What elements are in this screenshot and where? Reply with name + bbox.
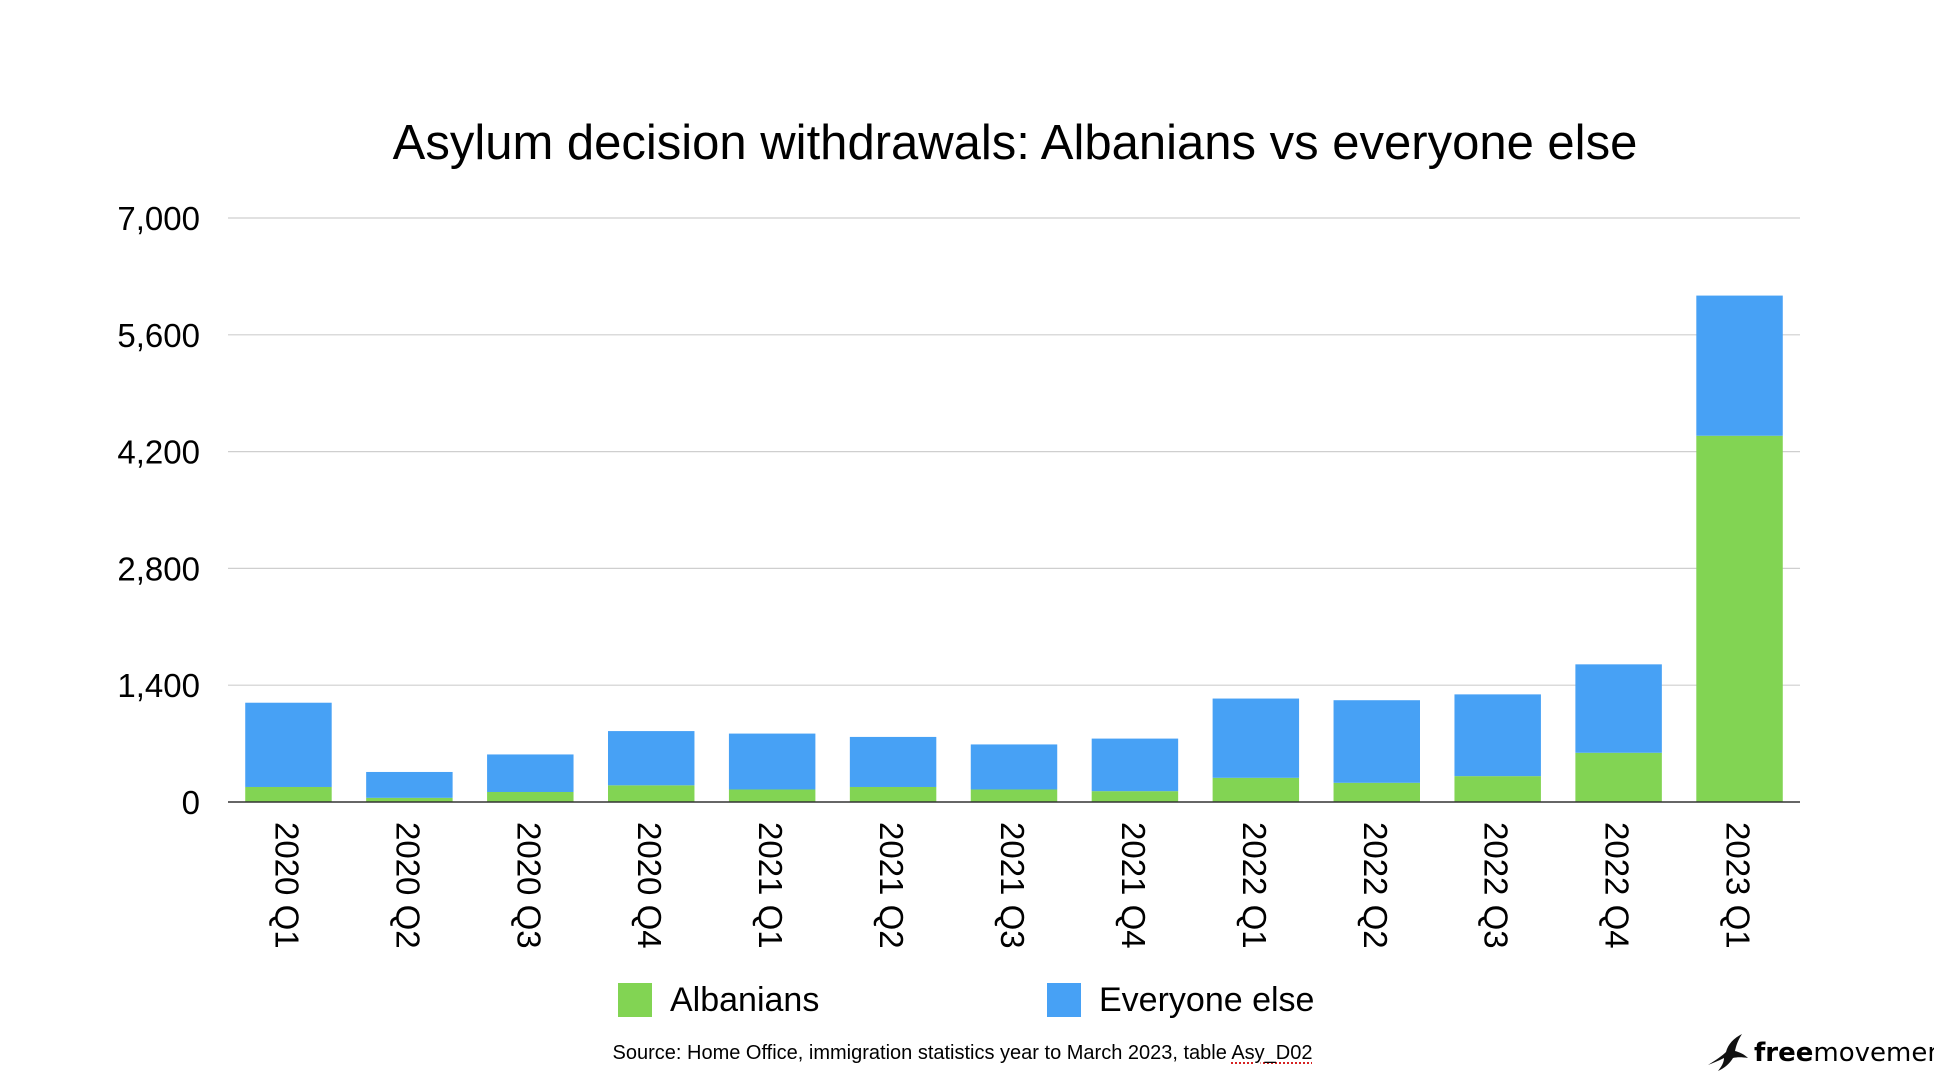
brand-name: freemovement bbox=[1754, 1038, 1934, 1068]
bar-albanians bbox=[487, 791, 574, 802]
legend-item-albanians: Albanians bbox=[618, 980, 819, 1020]
bar-everyone-else bbox=[849, 736, 937, 787]
grid-lines bbox=[228, 217, 1800, 686]
bar-everyone-else bbox=[245, 702, 332, 787]
bar-albanians bbox=[1091, 791, 1179, 802]
bar-albanians bbox=[728, 789, 816, 802]
bar-everyone-else bbox=[1454, 694, 1541, 777]
legend-label-albanians: Albanians bbox=[670, 980, 820, 1019]
x-tick-label: 2022 Q4 bbox=[1599, 822, 1636, 949]
brand-movement: movement bbox=[1813, 1038, 1934, 1068]
bar-albanians bbox=[1454, 776, 1541, 802]
bird-icon bbox=[1708, 1034, 1748, 1071]
bar-albanians bbox=[366, 797, 453, 802]
y-tick-label: 2,800 bbox=[117, 550, 200, 587]
bar-albanians bbox=[970, 789, 1058, 802]
x-tick-label: 2021 Q3 bbox=[994, 822, 1031, 949]
y-tick-label: 1,400 bbox=[117, 667, 200, 704]
y-tick-label: 4,200 bbox=[117, 434, 200, 471]
x-tick-label: 2022 Q1 bbox=[1236, 822, 1273, 949]
bar-everyone-else bbox=[970, 744, 1058, 790]
x-tick-label: 2022 Q3 bbox=[1478, 822, 1515, 949]
bar-albanians bbox=[608, 785, 695, 802]
chart-title: Asylum decision withdrawals: Albanians v… bbox=[392, 116, 1638, 170]
legend-swatch-albanians bbox=[618, 983, 652, 1017]
bar-everyone-else bbox=[487, 754, 574, 792]
bar-everyone-else bbox=[608, 731, 695, 786]
legend-label-everyone-else: Everyone else bbox=[1099, 980, 1315, 1019]
legend-swatch-everyone-else bbox=[1047, 983, 1081, 1017]
x-tick-label: 2021 Q4 bbox=[1115, 822, 1152, 949]
y-tick-label: 7,000 bbox=[117, 200, 200, 237]
bar-everyone-else bbox=[366, 771, 453, 798]
x-tick-label: 2023 Q1 bbox=[1720, 822, 1757, 949]
source-table-ref: Asy_D02 bbox=[1231, 1042, 1313, 1064]
x-tick-label: 2020 Q2 bbox=[389, 822, 426, 949]
brand-free: free bbox=[1754, 1038, 1814, 1068]
bars bbox=[245, 295, 1783, 802]
y-tick-label: 5,600 bbox=[117, 317, 200, 354]
x-tick-label: 2021 Q2 bbox=[873, 822, 910, 949]
x-tick-label: 2020 Q3 bbox=[510, 822, 547, 949]
brand-logo: freemovement bbox=[1706, 1032, 1934, 1072]
bar-albanians bbox=[1696, 435, 1783, 802]
source-text: Source: Home Office, immigration statist… bbox=[612, 1042, 1232, 1064]
source-note: Source: Home Office, immigration statist… bbox=[0, 1042, 1925, 1065]
x-tick-labels: 2020 Q1 2020 Q2 2020 Q3 2020 Q4 2021 Q1 2021 … bbox=[268, 822, 1756, 949]
bar-albanians bbox=[1575, 752, 1662, 802]
bar-everyone-else bbox=[1091, 738, 1179, 792]
bar-albanians bbox=[1333, 782, 1420, 802]
bar-everyone-else bbox=[728, 733, 816, 790]
x-tick-label: 2020 Q1 bbox=[268, 822, 305, 949]
x-tick-label: 2020 Q4 bbox=[631, 822, 668, 949]
bar-everyone-else bbox=[1575, 664, 1662, 753]
x-tick-label: 2022 Q2 bbox=[1357, 822, 1394, 949]
bar-albanians bbox=[849, 786, 937, 802]
y-tick-label: 0 bbox=[182, 784, 200, 821]
bar-albanians bbox=[1212, 777, 1300, 802]
y-tick-labels: 0 1,400 2,800 4,200 5,600 7,000 bbox=[117, 200, 200, 821]
bar-everyone-else bbox=[1696, 295, 1783, 436]
x-tick-label: 2021 Q1 bbox=[752, 822, 789, 949]
bar-albanians bbox=[245, 786, 332, 802]
legend-item-everyone-else: Everyone else bbox=[1047, 980, 1314, 1020]
bar-everyone-else bbox=[1333, 700, 1420, 783]
bar-everyone-else bbox=[1212, 698, 1300, 778]
